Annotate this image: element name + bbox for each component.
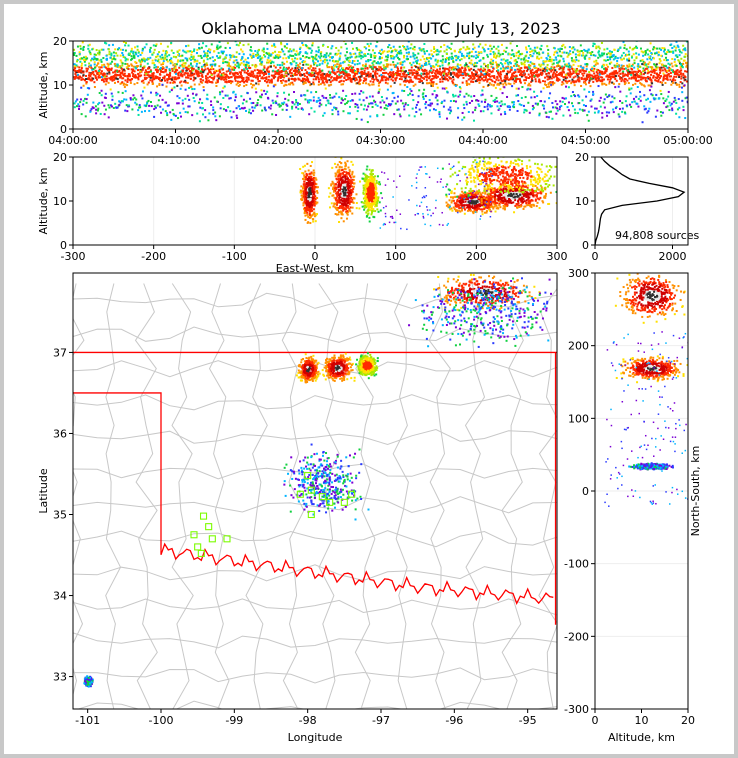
ns-ytick-label-3: 0 (582, 485, 589, 498)
map-ytick-label-1: 34 (53, 590, 67, 603)
lma-station-12 (340, 498, 348, 506)
lma-station-6 (223, 535, 231, 543)
ew-ytick-label-1: 10 (53, 195, 67, 208)
ew-xtick-label-6: 300 (547, 250, 568, 263)
hist-ytick-label-2: 20 (575, 151, 589, 164)
time-axis-tick-label-0: 04:00:00 (48, 134, 97, 147)
lma-figure: Oklahoma LMA 0400-0500 UTC July 13, 2023… (37, 19, 713, 744)
ns-sources-cluster-2 (628, 462, 674, 471)
altitude-north-south-panel: 0 10 20 -300 -200 -100 0 100 200 300 North-South, … (564, 267, 702, 744)
time-altitude-ytick-label-2: 20 (53, 35, 67, 48)
ew-xtick-label-4: 100 (385, 250, 406, 263)
lma-station-3 (208, 535, 216, 543)
map-xtick-label-5: -96 (445, 714, 463, 727)
time-altitude-ylabel: Altitude, km (37, 51, 50, 118)
ew-xtick-label-5: 200 (466, 250, 487, 263)
lma-station-5 (197, 549, 205, 557)
figure-title: Oklahoma LMA 0400-0500 UTC July 13, 2023 (201, 19, 560, 38)
ew-ytick-label-2: 20 (53, 151, 67, 164)
lma-station-2 (190, 531, 198, 539)
map-sources-cluster-5 (283, 443, 370, 521)
lma-station-7 (304, 472, 312, 480)
ns-scatter (604, 331, 688, 507)
ns-sources-cluster-1 (614, 273, 686, 324)
time-axis-tick-label-3: 04:30:00 (356, 134, 405, 147)
map-sources-cluster-4 (408, 277, 553, 348)
time-altitude-ytick-label-1: 10 (53, 79, 67, 92)
map-ytick-label-4: 37 (53, 346, 67, 359)
ns-xtick-label-2: 20 (681, 714, 695, 727)
ew-xlabel: East-West, km (276, 262, 354, 275)
map-ytick-label-3: 36 (53, 427, 67, 440)
map-sources-cluster-2 (355, 352, 379, 380)
time-axis-tick-label-4: 04:40:00 (458, 134, 507, 147)
ns-ytick-label-2: -100 (564, 558, 589, 571)
ew-sources-cluster-0 (299, 161, 319, 225)
map-xtick-label-0: -101 (75, 714, 100, 727)
ns-xlabel: Altitude, km (608, 731, 675, 744)
hist-xtick-label-1: 2000 (659, 250, 687, 263)
map-ytick-label-2: 35 (53, 509, 67, 522)
hist-ytick-label-0: 0 (582, 239, 589, 252)
time-axis-tick-label-6: 05:00:00 (663, 134, 712, 147)
ew-ytick-label-0: 0 (60, 239, 67, 252)
time-axis-tick-label-1: 04:10:00 (151, 134, 200, 147)
lma-station-9 (307, 486, 315, 494)
map-frame (72, 272, 558, 710)
plan-view-panel: -101 -100 -99 -98 -97 -96 -95 33 34 35 36 37 Latitud… (37, 272, 558, 744)
ew-xtick-label-3: 0 (312, 250, 319, 263)
lma-station-14 (307, 510, 315, 519)
ew-scatter (379, 160, 494, 231)
map-xlabel: Longitude (288, 731, 343, 744)
ew-sources-cluster-5 (441, 157, 557, 198)
histogram-line (594, 156, 686, 246)
ns-xtick-label-0: 0 (592, 714, 599, 727)
map-xtick-label-4: -97 (372, 714, 390, 727)
time-altitude-panel: 04:00:00 04:10:00 04:20:00 04:30:00 04:40:00… (37, 35, 713, 147)
ns-ylabel: North-South, km (689, 446, 702, 537)
lma-station-1 (205, 523, 213, 531)
map-xtick-label-1: -100 (149, 714, 174, 727)
ns-ytick-label-0: -300 (564, 703, 589, 716)
ns-xtick-label-1: 10 (635, 714, 649, 727)
lma-station-11 (326, 498, 334, 506)
map-ylabel: Latitude (37, 468, 50, 514)
time-altitude-sources (73, 41, 688, 124)
time-axis-tick-label-2: 04:20:00 (253, 134, 302, 147)
ew-ylabel: Altitude, km (37, 167, 50, 234)
ew-xtick-label-0: -300 (61, 250, 86, 263)
lma-station-0 (199, 512, 208, 520)
hist-xtick-label-0: 0 (592, 250, 599, 263)
ns-ytick-label-1: -200 (564, 630, 589, 643)
map-sources-cluster-0 (295, 353, 321, 384)
ew-sources-cluster-3 (445, 187, 504, 216)
map-xtick-label-2: -99 (225, 714, 243, 727)
ew-sources-cluster-1 (327, 157, 361, 223)
time-axis-tick-label-5: 04:50:00 (561, 134, 610, 147)
ew-sources-cluster-2 (360, 165, 383, 223)
map-ytick-label-0: 33 (53, 671, 67, 684)
altitude-histogram-panel: 0 2000 0 10 20 94,808 sources (575, 151, 700, 263)
ew-xtick-label-1: -200 (141, 250, 166, 263)
ew-xtick-label-2: -100 (222, 250, 247, 263)
lma-station-10 (318, 493, 326, 501)
lma-station-8 (296, 490, 304, 498)
ns-ytick-label-5: 200 (568, 340, 589, 353)
hist-ytick-label-1: 10 (575, 195, 589, 208)
map-sources-cluster-1 (321, 352, 356, 382)
lma-station-4 (194, 543, 202, 551)
ns-sources-cluster-0 (615, 355, 688, 384)
map-xtick-label-3: -98 (299, 714, 317, 727)
map-xtick-label-6: -95 (519, 714, 537, 727)
county-lines (73, 283, 557, 709)
ns-ytick-label-4: 100 (568, 412, 589, 425)
lma-station-13 (348, 490, 356, 498)
sources-count-annotation: 94,808 sources (615, 229, 700, 242)
time-altitude-ytick-label-0: 0 (60, 123, 67, 136)
figure: Oklahoma LMA 0400-0500 UTC July 13, 2023… (4, 4, 734, 754)
map-sources-cluster-6 (83, 675, 94, 688)
ns-ytick-label-6: 300 (568, 267, 589, 280)
state-borders (73, 351, 557, 625)
